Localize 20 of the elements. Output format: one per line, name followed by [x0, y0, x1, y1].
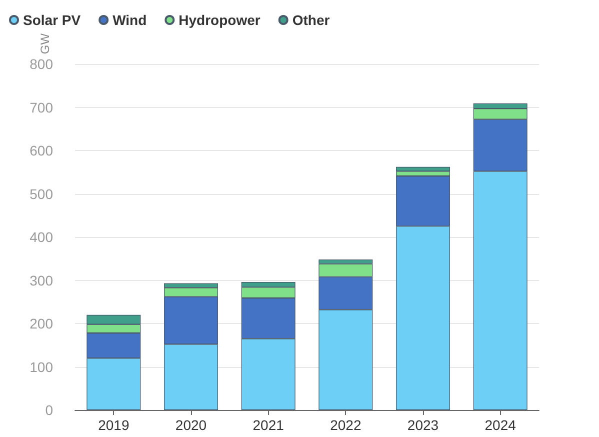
x-tick-label: 2020 — [175, 417, 207, 433]
legend-label: Hydropower — [178, 12, 261, 28]
x-tick-label: 2021 — [252, 417, 284, 433]
y-tick-label: 300 — [30, 272, 54, 288]
y-tick-label: 800 — [30, 56, 54, 72]
y-tick-label: 600 — [30, 142, 54, 158]
legend-label: Wind — [112, 12, 147, 28]
x-tick-label: 2019 — [98, 417, 130, 433]
y-tick-label: 500 — [30, 186, 54, 202]
x-tick-label: 2024 — [484, 417, 516, 433]
y-axis-title: GW — [38, 32, 52, 54]
x-tick-label: 2022 — [330, 417, 362, 433]
legend-label: Other — [292, 12, 330, 28]
y-tick-label: 0 — [45, 402, 54, 418]
legend-label: Solar PV — [23, 12, 82, 28]
x-tick-label: 2023 — [407, 417, 439, 433]
y-tick-label: 400 — [30, 229, 54, 245]
y-tick-label: 100 — [30, 358, 54, 375]
y-tick-label: 200 — [30, 316, 54, 332]
y-tick-label: 700 — [30, 99, 54, 116]
